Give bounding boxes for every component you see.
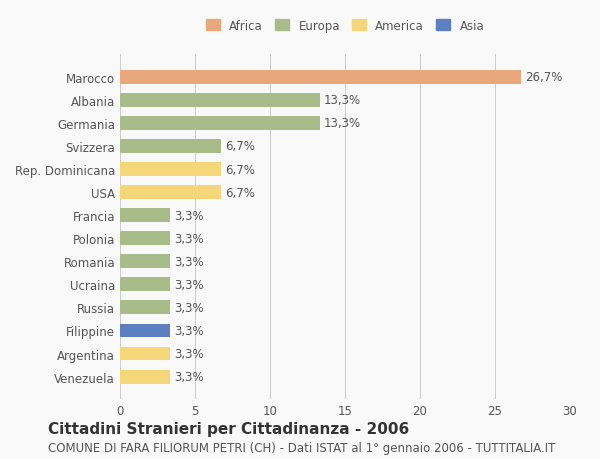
- Bar: [120, 370, 170, 384]
- Bar: [120, 209, 170, 223]
- Bar: [120, 255, 170, 269]
- Bar: [120, 347, 170, 361]
- Text: 26,7%: 26,7%: [525, 71, 562, 84]
- Bar: [120, 232, 170, 246]
- Legend: Africa, Europa, America, Asia: Africa, Europa, America, Asia: [202, 16, 488, 36]
- Text: 6,7%: 6,7%: [225, 186, 255, 199]
- Bar: [120, 117, 320, 130]
- Bar: [120, 324, 170, 338]
- Text: 3,3%: 3,3%: [174, 209, 203, 222]
- Text: 6,7%: 6,7%: [225, 163, 255, 176]
- Text: 3,3%: 3,3%: [174, 347, 203, 360]
- Text: 3,3%: 3,3%: [174, 324, 203, 337]
- Bar: [120, 278, 170, 291]
- Text: 13,3%: 13,3%: [324, 117, 361, 130]
- Bar: [120, 301, 170, 315]
- Bar: [120, 186, 221, 200]
- Text: 3,3%: 3,3%: [174, 278, 203, 291]
- Bar: [120, 71, 521, 84]
- Text: 3,3%: 3,3%: [174, 301, 203, 314]
- Bar: [120, 163, 221, 177]
- Text: 13,3%: 13,3%: [324, 94, 361, 107]
- Text: 3,3%: 3,3%: [174, 370, 203, 383]
- Text: 3,3%: 3,3%: [174, 255, 203, 268]
- Bar: [120, 140, 221, 154]
- Text: Cittadini Stranieri per Cittadinanza - 2006: Cittadini Stranieri per Cittadinanza - 2…: [48, 421, 409, 436]
- Bar: [120, 94, 320, 107]
- Text: COMUNE DI FARA FILIORUM PETRI (CH) - Dati ISTAT al 1° gennaio 2006 - TUTTITALIA.: COMUNE DI FARA FILIORUM PETRI (CH) - Dat…: [48, 442, 556, 454]
- Text: 6,7%: 6,7%: [225, 140, 255, 153]
- Text: 3,3%: 3,3%: [174, 232, 203, 245]
